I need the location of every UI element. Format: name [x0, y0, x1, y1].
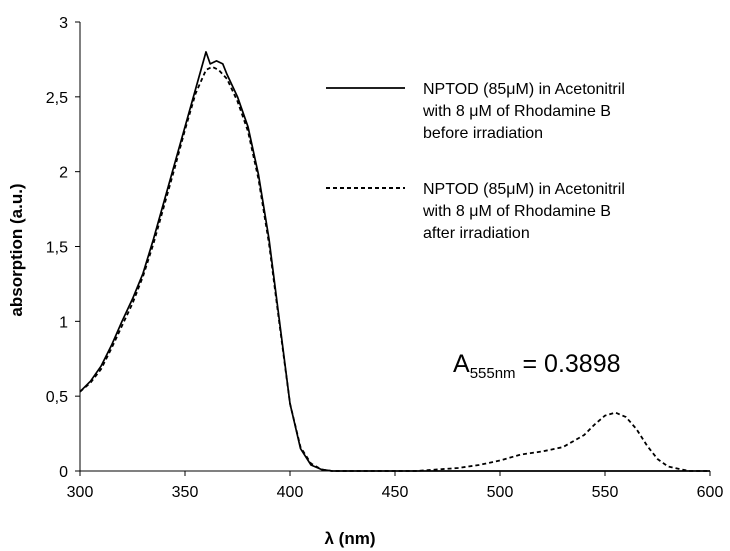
x-tick-label: 600	[697, 484, 724, 501]
legend-label-line: with 8 μM of Rhodamine B	[422, 203, 611, 220]
y-tick-label: 0	[59, 464, 68, 481]
x-tick-label: 450	[382, 484, 409, 501]
legend-label-line: after irradiation	[423, 225, 530, 242]
x-tick-label: 400	[277, 484, 304, 501]
legend-label-line: NPTOD (85μM) in Acetonitril	[423, 81, 625, 98]
y-tick-label: 1,5	[46, 240, 68, 257]
x-axis-label: λ (nm)	[325, 529, 376, 548]
legend: NPTOD (85μM) in Acetonitril with 8 μM of …	[326, 81, 625, 242]
x-ticks: 300 350 400 450 500 550 600	[67, 471, 724, 501]
y-tick-label: 3	[59, 15, 68, 32]
y-tick-label: 2	[59, 165, 68, 182]
x-tick-label: 300	[67, 484, 94, 501]
legend-label-line: with 8 μM of Rhodamine B	[422, 103, 611, 120]
x-tick-label: 500	[487, 484, 514, 501]
annotation-subscript: 555nm	[470, 365, 516, 382]
plot-area: 300 350 400 450 500 550 600 0 0,5 1 1,5 2 2,5 3	[46, 15, 724, 501]
series-line-2	[79, 66, 710, 472]
annotation-main: A	[453, 350, 470, 378]
y-axis-label: absorption (a.u.)	[7, 183, 26, 316]
y-tick-label: 2,5	[46, 90, 68, 107]
y-tick-label: 0,5	[46, 389, 68, 406]
x-tick-label: 350	[172, 484, 199, 501]
series-layer	[79, 51, 710, 472]
absorbance-annotation: A555nm = 0.3898	[453, 350, 621, 382]
y-tick-label: 1	[59, 314, 68, 331]
legend-entry-2: NPTOD (85μM) in Acetonitril with 8 μM of …	[326, 181, 625, 242]
y-ticks: 0 0,5 1 1,5 2 2,5 3	[46, 15, 80, 481]
x-tick-label: 550	[592, 484, 619, 501]
legend-label-line: NPTOD (85μM) in Acetonitril	[423, 181, 625, 198]
legend-entry-1: NPTOD (85μM) in Acetonitril with 8 μM of …	[326, 81, 625, 142]
legend-label-line: before irradiation	[423, 125, 543, 142]
series-line-1	[79, 51, 710, 472]
annotation-value: = 0.3898	[516, 350, 621, 378]
